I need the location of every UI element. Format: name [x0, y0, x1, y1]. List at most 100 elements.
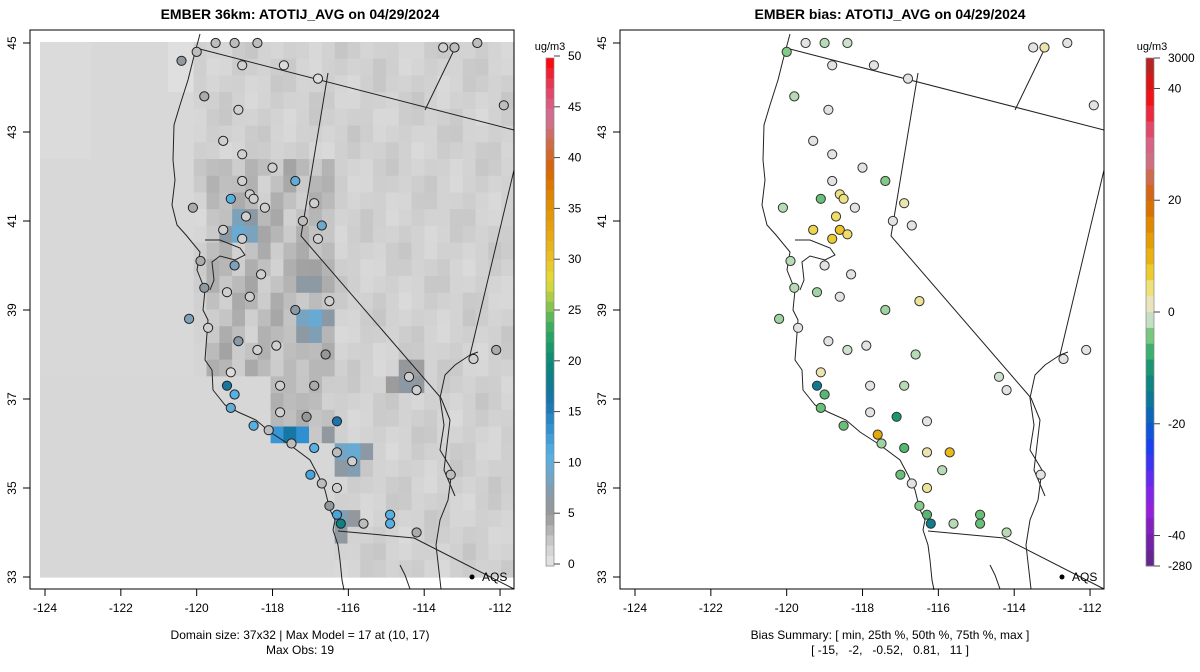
- grid-cell: [206, 359, 220, 377]
- grid-cell: [488, 175, 502, 194]
- grid-cell: [257, 409, 272, 428]
- grid-cell: [283, 493, 297, 511]
- grid-cell: [168, 259, 182, 277]
- grid-cell: [193, 560, 208, 578]
- grid-cell: [449, 175, 464, 194]
- colorbar-segment: [546, 444, 554, 455]
- grid-cell: [155, 309, 169, 327]
- grid-cell: [155, 526, 169, 545]
- grid-cell: [411, 493, 425, 511]
- colorbar-segment: [546, 149, 554, 161]
- grid-cell: [40, 426, 54, 444]
- grid-cell: [385, 443, 400, 461]
- bias-point: [899, 442, 910, 454]
- grid-cell: [180, 209, 195, 227]
- grid-cell: [52, 543, 67, 561]
- colorbar-segment: [1146, 137, 1154, 154]
- grid-cell: [129, 326, 144, 344]
- grid-cell: [270, 225, 284, 244]
- colorbar-tick-label: 3000: [1168, 51, 1195, 65]
- grid-cell: [424, 292, 438, 311]
- bias-point: [887, 215, 898, 227]
- grid-cell: [296, 142, 310, 160]
- y-tick-label: 39: [595, 303, 609, 317]
- grid-cell: [232, 292, 246, 311]
- colorbar-frame: [545, 57, 555, 567]
- grid-cell: [206, 476, 220, 495]
- grid-cell: [219, 426, 233, 444]
- bias-point: [899, 380, 910, 391]
- grid-cell: [334, 225, 349, 244]
- grid-cell: [398, 259, 413, 277]
- grid-cell: [104, 409, 118, 428]
- grid-cell: [398, 393, 413, 411]
- grid-cell: [347, 476, 361, 495]
- bias-point: [876, 438, 887, 449]
- grid-cell: [104, 58, 118, 77]
- grid-cell: [270, 242, 284, 260]
- grid-cell: [283, 526, 297, 545]
- colorbar-segment: [1146, 105, 1154, 122]
- grid-cell: [40, 526, 54, 545]
- grid-cell: [373, 526, 387, 545]
- grid-cell: [449, 543, 464, 561]
- grid-cell: [180, 108, 195, 127]
- observation-point: [210, 37, 221, 49]
- grid-cell: [104, 225, 118, 244]
- grid-cell: [373, 510, 387, 528]
- grid-cell: [142, 159, 156, 177]
- x-tick-label: -116: [337, 601, 360, 615]
- grid-cell: [78, 292, 92, 311]
- grid-cell: [244, 443, 259, 461]
- observation-point: [316, 220, 327, 231]
- grid-cell: [462, 108, 477, 127]
- observation-point: [331, 482, 343, 494]
- grid-cell: [462, 476, 477, 495]
- grid-cell: [52, 42, 67, 60]
- grid-cell: [398, 476, 413, 495]
- grid-cell: [168, 342, 182, 361]
- grid-cell: [334, 175, 349, 194]
- grid-cell: [360, 459, 374, 478]
- grid-cell: [104, 543, 118, 561]
- grid-cell: [129, 543, 144, 561]
- grid-cell: [206, 175, 220, 194]
- grid-cell: [360, 142, 374, 160]
- grid-cell: [206, 159, 220, 177]
- observation-point: [256, 269, 267, 280]
- grid-cell: [501, 175, 515, 194]
- grid-cell: [321, 560, 336, 578]
- grid-cell: [475, 543, 489, 561]
- grid-cell: [309, 292, 323, 311]
- observation-point: [309, 442, 320, 454]
- bias-points: [774, 37, 1099, 538]
- grid-cell: [488, 292, 502, 311]
- grid-cell: [296, 125, 310, 143]
- grid-cell: [142, 209, 156, 227]
- grid-cell: [104, 42, 118, 60]
- grid-cell: [180, 242, 195, 260]
- y-tick-label: 43: [5, 125, 19, 139]
- grid-cell: [398, 58, 413, 77]
- model-panel-title: EMBER 36km: ATOTIJ_AVG on 04/29/2024: [160, 6, 440, 22]
- colorbar-segment: [1146, 439, 1154, 456]
- grid-cell: [309, 42, 323, 60]
- grid-cell: [475, 476, 489, 495]
- grid-cell: [232, 75, 246, 93]
- observation-point: [385, 509, 396, 520]
- state-border-or-border: [195, 47, 515, 131]
- grid-cell: [475, 326, 489, 344]
- grid-cell: [65, 242, 80, 260]
- grid-cell: [52, 459, 67, 478]
- grid-cell: [91, 259, 105, 277]
- grid-cell: [283, 376, 297, 394]
- colorbar-segment: [1146, 232, 1154, 249]
- grid-cell: [398, 459, 413, 478]
- grid-cell: [449, 443, 464, 461]
- grid-cell: [437, 92, 451, 110]
- grid-cell: [129, 560, 144, 578]
- grid-cell: [398, 175, 413, 194]
- grid-cell: [321, 242, 336, 260]
- grid-cell: [232, 526, 246, 545]
- grid-cell: [193, 459, 208, 478]
